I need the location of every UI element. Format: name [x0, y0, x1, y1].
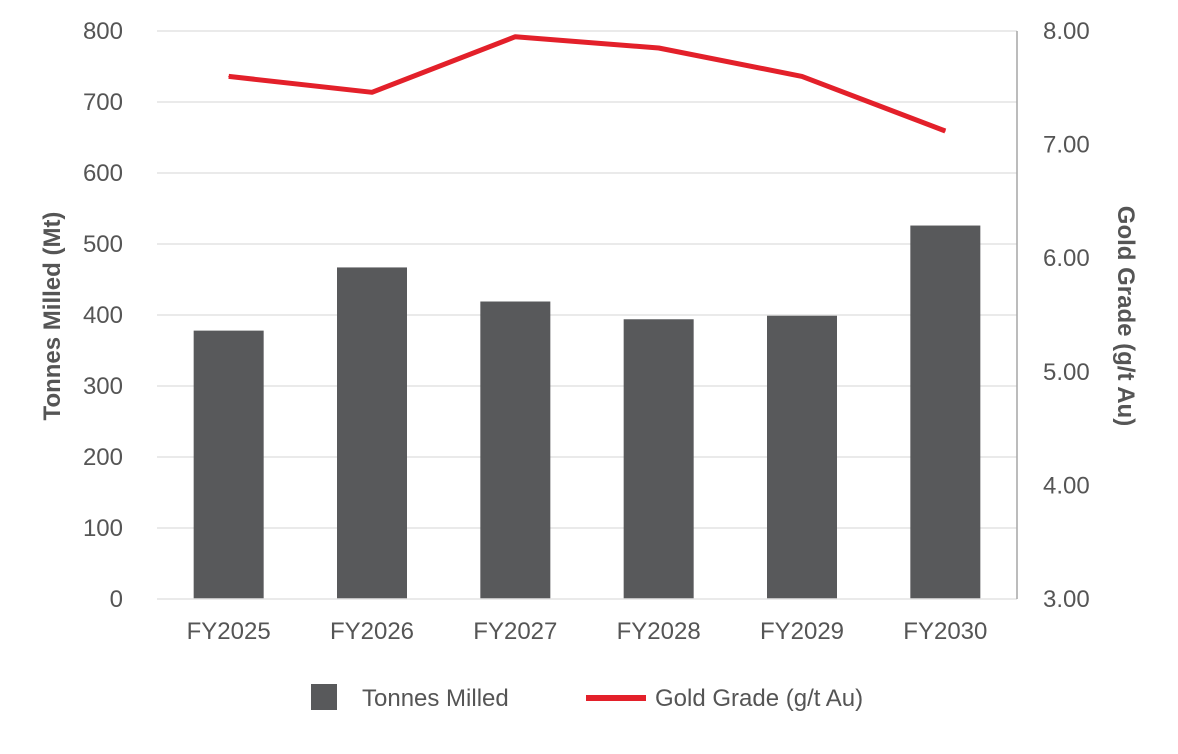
- left-axis-ticks: 0 100 200 300 400 500 600 700 800: [83, 18, 123, 613]
- right-tick-label: 5.00: [1043, 359, 1090, 386]
- right-tick-label: 6.00: [1043, 245, 1090, 272]
- x-tick-label: FY2025: [187, 618, 271, 645]
- left-tick-label: 600: [83, 160, 123, 187]
- legend-label-gold-grade: Gold Grade (g/t Au): [655, 685, 863, 712]
- line-point: [944, 130, 946, 132]
- gridlines: [157, 30, 1017, 529]
- x-tick-label: FY2028: [617, 618, 701, 645]
- line-series-gold-grade: [228, 34, 947, 134]
- line-point: [371, 91, 373, 93]
- left-axis-title: Tonnes Milled (Mt): [39, 212, 66, 421]
- axes: [157, 31, 1018, 600]
- right-axis-title: Gold Grade (g/t Au): [1112, 206, 1139, 426]
- left-tick-label: 0: [110, 586, 123, 613]
- left-tick-label: 300: [83, 373, 123, 400]
- right-axis-ticks: 3.00 4.00 5.00 6.00 7.00 8.00: [1043, 18, 1090, 613]
- right-tick-label: 8.00: [1043, 18, 1090, 45]
- left-tick-label: 200: [83, 444, 123, 471]
- line-point: [801, 75, 803, 77]
- left-tick-label: 400: [83, 302, 123, 329]
- bar: [910, 225, 981, 600]
- gold-grade-line: [228, 34, 947, 134]
- legend-label-tonnes-milled: Tonnes Milled: [362, 685, 509, 712]
- right-tick-label: 7.00: [1043, 132, 1090, 159]
- left-tick-label: 100: [83, 515, 123, 542]
- bar: [480, 301, 551, 599]
- bar: [767, 315, 837, 599]
- left-tick-label: 500: [83, 231, 123, 258]
- line-point: [658, 47, 660, 49]
- x-tick-label: FY2026: [330, 618, 414, 645]
- right-tick-label: 4.00: [1043, 472, 1090, 499]
- bar: [193, 330, 264, 599]
- x-tick-label: FY2030: [903, 618, 987, 645]
- left-tick-label: 800: [83, 18, 123, 45]
- x-tick-label: FY2029: [760, 618, 844, 645]
- bar-series-tonnes-milled: [193, 225, 981, 600]
- line-point: [514, 36, 516, 38]
- right-tick-label: 3.00: [1043, 586, 1090, 613]
- bar: [623, 319, 694, 599]
- line-point: [228, 75, 230, 77]
- legend-swatch-tonnes-milled: [311, 684, 337, 710]
- left-tick-label: 700: [83, 89, 123, 116]
- x-axis-ticks: FY2025 FY2026 FY2027 FY2028 FY2029 FY2030: [187, 618, 988, 645]
- bar: [337, 267, 407, 599]
- legend: Tonnes Milled Gold Grade (g/t Au): [311, 684, 863, 712]
- x-tick-label: FY2027: [473, 618, 557, 645]
